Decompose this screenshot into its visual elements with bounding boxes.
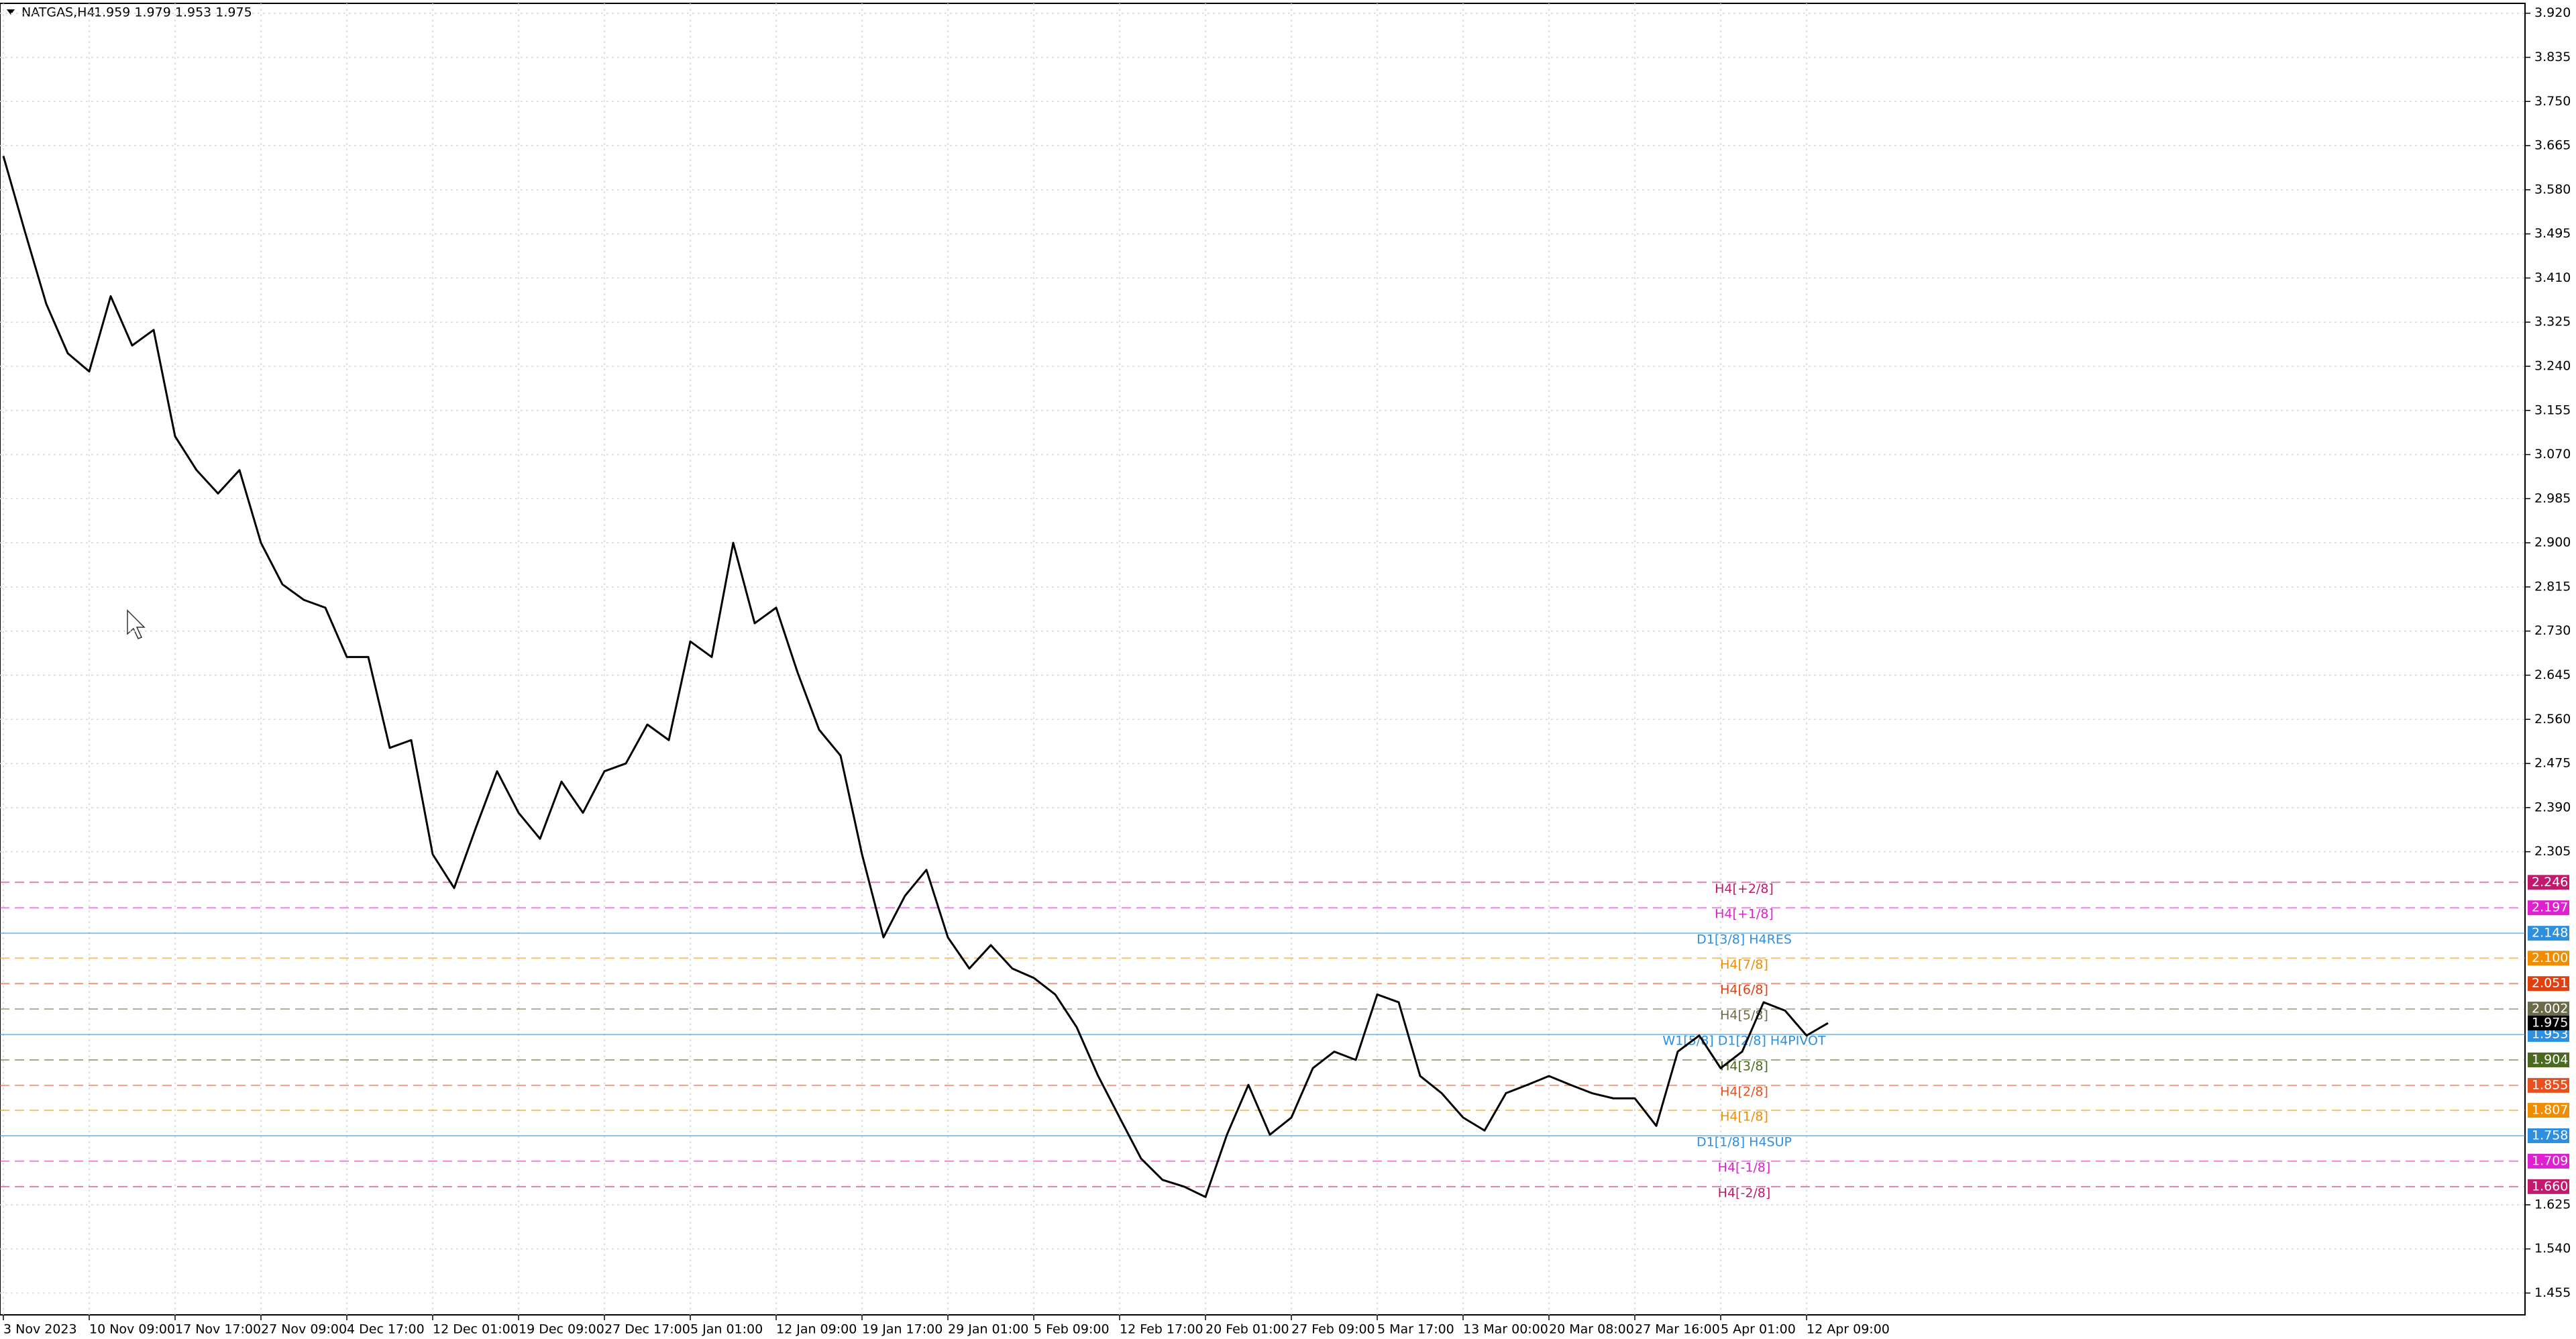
y-tick-label: 3.750 (2534, 94, 2571, 109)
level-price-label: 1.807 (2532, 1103, 2568, 1118)
level-price-label: 1.904 (2532, 1052, 2568, 1067)
level-name: H4[6/8] (1720, 983, 1768, 998)
level-price-box (2528, 900, 2569, 916)
x-tick-label: 3 Nov 2023 (3, 1322, 77, 1337)
x-tick-label: 27 Feb 09:00 (1291, 1322, 1375, 1337)
level-name: D1[3/8] H4RES (1697, 932, 1792, 947)
y-tick-label: 2.560 (2534, 712, 2571, 727)
menu-triangle[interactable] (7, 9, 15, 15)
y-tick-label: 2.985 (2534, 491, 2571, 506)
y-tick-label: 2.475 (2534, 756, 2571, 771)
x-tick-label: 5 Jan 01:00 (690, 1322, 763, 1337)
level-name: H4[1/8] (1720, 1110, 1768, 1124)
y-tick-label: 3.580 (2534, 182, 2571, 197)
x-tick-label: 27 Dec 17:00 (604, 1322, 690, 1337)
y-tick-label: 3.665 (2534, 138, 2571, 153)
chart-title: NATGAS,H4 (21, 5, 95, 20)
ohlc-readout: 1.959 1.979 1.953 1.975 (94, 5, 252, 20)
x-tick-label: 19 Jan 17:00 (862, 1322, 943, 1337)
plot-frame (0, 3, 2526, 1316)
level-price-box (2528, 1103, 2569, 1118)
x-tick-label: 12 Feb 17:00 (1120, 1322, 1203, 1337)
x-tick-label: 10 Nov 09:00 (89, 1322, 175, 1337)
level-price-label: 1.855 (2532, 1077, 2568, 1092)
x-tick-label: 5 Feb 09:00 (1034, 1322, 1110, 1337)
y-tick-label: 3.410 (2534, 270, 2571, 285)
level-price-box (2528, 976, 2569, 992)
current-price-box (2528, 1016, 2569, 1031)
y-tick-label: 3.835 (2534, 50, 2571, 64)
y-tick-label: 3.070 (2534, 447, 2571, 462)
level-price-box (2528, 1052, 2569, 1067)
level-price-box (2528, 951, 2569, 966)
x-tick-label: 19 Dec 09:00 (519, 1322, 604, 1337)
level-name: H4[+2/8] (1715, 881, 1774, 896)
x-tick-label: 27 Mar 16:00 (1635, 1322, 1720, 1337)
x-tick-label: 27 Nov 09:00 (261, 1322, 347, 1337)
y-tick-label: 2.390 (2534, 800, 2571, 814)
level-name: H4[2/8] (1720, 1084, 1768, 1099)
level-name: H4[-2/8] (1718, 1185, 1771, 1200)
level-price-box (2528, 1027, 2569, 1042)
y-tick-label: 2.900 (2534, 535, 2571, 550)
y-tick-label: 3.495 (2534, 226, 2571, 241)
current-price-label: 1.975 (2532, 1016, 2568, 1030)
level-price-box (2528, 1002, 2569, 1017)
y-tick-label: 1.540 (2534, 1241, 2571, 1256)
level-price-label: 1.709 (2532, 1153, 2568, 1168)
x-tick-label: 4 Dec 17:00 (347, 1322, 425, 1337)
price-line (2, 156, 1829, 1198)
level-price-box (2528, 1077, 2569, 1093)
level-price-label: 1.758 (2532, 1128, 2568, 1142)
level-price-box (2528, 875, 2569, 890)
y-tick-label: 2.730 (2534, 623, 2571, 638)
level-name: H4[+1/8] (1715, 907, 1774, 922)
y-tick-label: 3.155 (2534, 403, 2571, 417)
level-price-label: 2.148 (2532, 926, 2568, 941)
y-tick-label: 2.305 (2534, 844, 2571, 859)
level-name: H4[7/8] (1720, 957, 1768, 972)
y-tick-label: 1.455 (2534, 1285, 2571, 1300)
x-tick-label: 12 Jan 09:00 (776, 1322, 857, 1337)
x-tick-label: 12 Apr 09:00 (1807, 1322, 1890, 1337)
level-name: D1[1/8] H4SUP (1697, 1134, 1792, 1149)
level-price-label: 2.246 (2532, 875, 2568, 890)
level-price-label: 1.953 (2532, 1027, 2568, 1042)
level-price-box (2528, 1153, 2569, 1169)
x-tick-label: 12 Dec 01:00 (433, 1322, 519, 1337)
level-price-label: 1.660 (2532, 1179, 2568, 1193)
x-tick-label: 20 Feb 01:00 (1205, 1322, 1289, 1337)
level-price-label: 2.051 (2532, 976, 2568, 991)
level-price-label: 2.197 (2532, 900, 2568, 915)
x-tick-label: 5 Apr 01:00 (1721, 1322, 1796, 1337)
level-price-box (2528, 1128, 2569, 1143)
y-tick-label: 3.240 (2534, 358, 2571, 373)
level-price-box (2528, 1179, 2569, 1194)
y-tick-label: 3.920 (2534, 5, 2571, 20)
x-tick-label: 13 Mar 00:00 (1463, 1322, 1548, 1337)
level-name: H4[3/8] (1720, 1059, 1768, 1073)
level-price-label: 2.100 (2532, 951, 2568, 965)
x-tick-label: 20 Mar 08:00 (1549, 1322, 1634, 1337)
y-tick-label: 1.625 (2534, 1197, 2571, 1212)
x-tick-label: 17 Nov 17:00 (175, 1322, 261, 1337)
y-tick-label: 3.325 (2534, 315, 2571, 329)
x-tick-label: 5 Mar 17:00 (1377, 1322, 1454, 1337)
level-name: W1[5/8] D1[2/8] H4PIVOT (1662, 1034, 1826, 1049)
level-name: H4[-1/8] (1718, 1160, 1771, 1175)
y-tick-label: 2.815 (2534, 579, 2571, 594)
x-tick-label: 29 Jan 01:00 (948, 1322, 1028, 1337)
level-price-box (2528, 926, 2569, 941)
y-tick-label: 2.645 (2534, 667, 2571, 682)
level-price-label: 2.002 (2532, 1002, 2568, 1016)
mouse-cursor (127, 609, 146, 639)
